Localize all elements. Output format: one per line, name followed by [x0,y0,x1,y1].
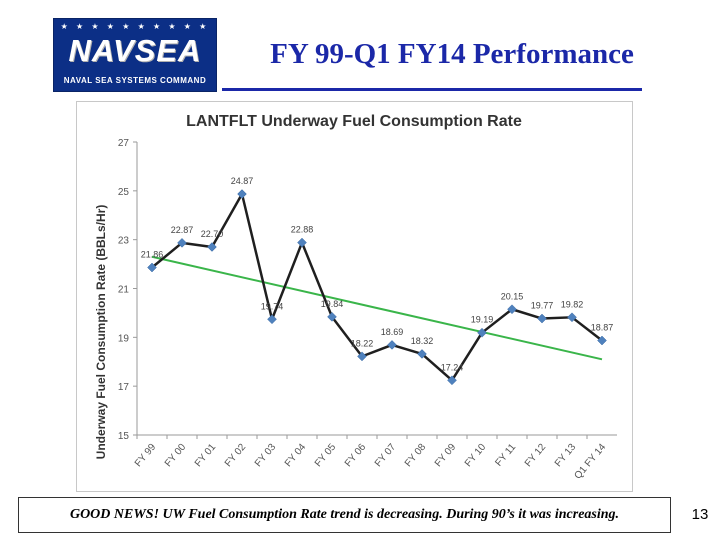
x-tick-label: FY 09 [433,442,459,470]
x-tick-label: FY 06 [343,442,369,470]
series-line [151,192,603,382]
x-tick-labels: FY 99 FY 00 FY 01 FY 02 FY 03 FY 04 FY 05 FY 06… [133,442,609,482]
y-tick-label: 15 [118,431,130,442]
navsea-logo: ★ ★ ★ ★ ★ ★ ★ ★ ★ ★ NAVSEA NAVAL SEA SYS… [53,18,217,92]
data-label: 18.22 [351,338,374,348]
x-tick-label: FY 12 [523,442,549,470]
data-label: 19.84 [321,299,344,309]
data-point [267,314,277,325]
trendline [151,255,603,361]
y-tick-label: 17 [118,382,130,393]
data-point [327,311,337,322]
data-label: 18.69 [381,327,404,337]
y-tick-label: 19 [118,333,130,344]
data-point [447,375,457,386]
logo-wordmark: NAVSEA [68,33,202,68]
data-point [147,262,157,273]
logo-subtitle: NAVAL SEA SYSTEMS COMMAND [63,76,207,85]
data-label: 18.87 [591,323,614,333]
data-label: 20.15 [501,291,524,301]
x-tick-label: FY 03 [253,442,279,470]
data-point [537,313,547,324]
y-tick-label: 27 [118,138,130,149]
data-point [297,237,307,248]
data-label: 17.24 [441,362,464,372]
data-point [387,340,397,350]
y-tick-label: 21 [118,285,130,296]
data-point [477,327,487,338]
slide-title: FY 99-Q1 FY14 Performance [270,38,634,70]
y-tick-label: 25 [118,187,130,198]
data-point [177,237,187,248]
title-underline [222,88,642,91]
data-label: 19.77 [531,301,554,311]
data-label: 22.87 [171,225,194,235]
data-point [417,349,427,359]
stars-icon: ★ ★ ★ ★ ★ ★ ★ ★ ★ ★ [60,22,210,31]
data-label: 21.86 [141,250,164,260]
x-tick-label: FY 13 [553,442,579,470]
data-label: 19.82 [561,299,584,309]
y-tick-labels: 15 17 19 21 23 25 27 [118,138,130,442]
footer-message: GOOD NEWS! UW Fuel Consumption Rate tren… [18,497,671,533]
data-point [357,351,367,362]
data-point [597,335,607,346]
series-polyline [151,192,603,382]
data-label: 19.74 [261,301,284,311]
data-label: 22.88 [291,225,314,235]
x-tick-label: FY 07 [373,442,399,470]
data-label: 24.87 [231,176,254,186]
x-tick-label: FY 10 [463,442,489,470]
x-tick-label: FY 02 [223,442,249,470]
x-tick-label: FY 99 [133,442,159,470]
data-point [237,189,247,199]
chart-axes [133,141,617,439]
x-tick-label: FY 08 [403,442,429,470]
x-tick-label: FY 04 [283,442,309,470]
x-tick-label: Q1 FY 14 [572,442,608,482]
data-point [207,242,217,252]
data-label: 22.70 [201,229,224,239]
chart-title: LANTFLT Underway Fuel Consumption Rate [186,113,522,130]
x-tick-label: FY 11 [493,442,518,469]
chart-container: LANTFLT Underway Fuel Consumption Rate U… [76,101,633,492]
fuel-rate-chart: LANTFLT Underway Fuel Consumption Rate U… [94,113,617,482]
y-axis-label: Underway Fuel Consumption Rate (BBLs/Hr) [94,205,108,460]
data-markers [147,189,607,386]
data-point [567,312,577,323]
data-labels: 21.86 22.87 22.70 24.87 19.74 22.88 19.84 18.22… [141,176,614,372]
data-label: 18.32 [411,336,434,346]
y-tick-label: 23 [118,236,130,247]
trend-line [151,255,603,361]
x-tick-label: FY 05 [313,442,339,470]
x-tick-label: FY 01 [193,442,219,470]
x-tick-label: FY 00 [163,442,189,470]
data-point [507,304,517,315]
page-number: 13 [691,506,709,523]
data-label: 19.19 [471,315,494,325]
